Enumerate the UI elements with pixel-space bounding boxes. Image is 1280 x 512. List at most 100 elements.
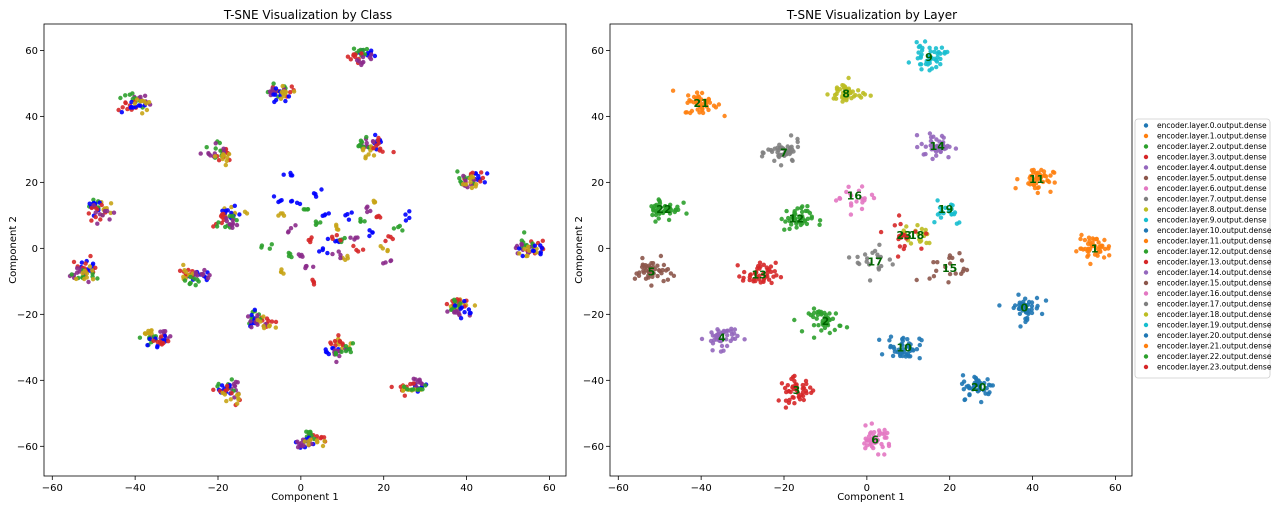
layer-scatter-panel: T-SNE Visualization by Layer −60 −40 −20 0 2… <box>574 8 1133 503</box>
class-point <box>462 299 467 304</box>
layer-point <box>1035 190 1041 196</box>
layer-point <box>792 401 797 406</box>
layer-point <box>890 353 896 359</box>
layer-point <box>927 131 933 136</box>
layer-point <box>878 229 884 235</box>
class-point <box>411 381 416 386</box>
layer-point <box>916 50 921 55</box>
class-point <box>213 141 218 146</box>
class-point <box>245 314 251 319</box>
layer-point <box>795 144 801 150</box>
layer-point <box>943 264 948 270</box>
layer-point <box>792 373 797 379</box>
layer-point <box>803 378 809 384</box>
layer-point <box>934 268 939 273</box>
layer-point <box>915 144 920 150</box>
layer-point <box>729 329 734 334</box>
layer-cluster-label: 22 <box>656 203 671 216</box>
class-point <box>364 46 370 52</box>
layer-point <box>869 421 874 426</box>
class-point <box>299 440 304 446</box>
layer-point <box>655 273 660 279</box>
class-point <box>162 333 168 339</box>
class-point <box>145 343 150 348</box>
class-point <box>279 267 284 272</box>
class-point <box>296 252 301 257</box>
layer-point <box>686 93 691 98</box>
layer-point <box>768 264 774 269</box>
class-point <box>206 151 211 157</box>
class-point <box>225 155 230 160</box>
class-point <box>461 182 466 187</box>
layer-point <box>1029 303 1035 309</box>
class-x-tick-label: −40 <box>125 483 146 494</box>
class-point <box>220 390 225 396</box>
class-point <box>144 107 150 113</box>
layer-point <box>928 138 934 144</box>
layer-point <box>1026 181 1031 186</box>
layer-point <box>697 99 702 104</box>
layer-point <box>832 327 837 333</box>
layer-point <box>856 188 862 193</box>
layer-point <box>776 154 782 160</box>
layer-point <box>840 99 845 104</box>
class-point <box>360 247 366 252</box>
legend-entry: encoder.layer.22.output.dense <box>1157 352 1272 361</box>
layer-point <box>706 107 711 113</box>
class-point <box>308 437 313 442</box>
class-point <box>522 246 527 252</box>
class-point <box>417 378 422 383</box>
layer-point <box>707 100 713 105</box>
layer-point <box>930 156 935 162</box>
layer-point <box>1034 295 1040 301</box>
class-point <box>273 319 279 325</box>
class-point <box>98 217 103 222</box>
layer-point <box>960 373 966 378</box>
layer-point <box>815 312 821 317</box>
class-scatter-panel: T-SNE Visualization by Class −60 −40 −20 0 2… <box>8 8 567 503</box>
class-point <box>249 312 254 318</box>
layer-point <box>964 267 970 273</box>
layer-point <box>795 206 800 211</box>
layer-point <box>867 278 873 283</box>
class-point <box>378 215 383 220</box>
layer-point <box>1016 292 1021 297</box>
layer-point <box>945 143 950 149</box>
layer-point <box>787 218 792 224</box>
layer-y-tick-label: 40 <box>591 112 604 123</box>
layer-point <box>735 333 740 339</box>
layer-point <box>914 40 919 45</box>
layer-point <box>808 385 813 390</box>
class-point <box>338 255 343 261</box>
class-point <box>270 86 275 91</box>
class-point <box>532 243 537 248</box>
class-point <box>307 432 312 437</box>
layer-point <box>649 261 654 266</box>
layer-point <box>710 341 716 346</box>
layer-y-axis-label: Component 2 <box>574 216 585 284</box>
layer-point <box>799 209 805 215</box>
legend-marker <box>1143 280 1149 286</box>
layer-point <box>976 383 981 388</box>
class-point <box>86 211 92 216</box>
layer-point <box>639 264 645 270</box>
class-point <box>319 187 324 192</box>
layer-point <box>865 438 870 443</box>
layer-point <box>855 254 860 260</box>
class-point <box>223 162 228 168</box>
layer-point <box>924 240 929 246</box>
layer-point <box>915 56 920 61</box>
layer-point <box>906 60 911 65</box>
layer-point <box>653 212 659 218</box>
class-point <box>89 218 94 223</box>
class-point <box>348 235 353 240</box>
class-point <box>306 442 311 447</box>
class-point <box>234 218 239 223</box>
layer-point <box>756 277 762 282</box>
layer-point <box>1011 305 1016 311</box>
class-point <box>365 204 370 209</box>
layer-point <box>824 317 829 322</box>
layer-point <box>882 452 887 457</box>
class-point <box>234 222 240 228</box>
layer-point <box>959 258 965 263</box>
